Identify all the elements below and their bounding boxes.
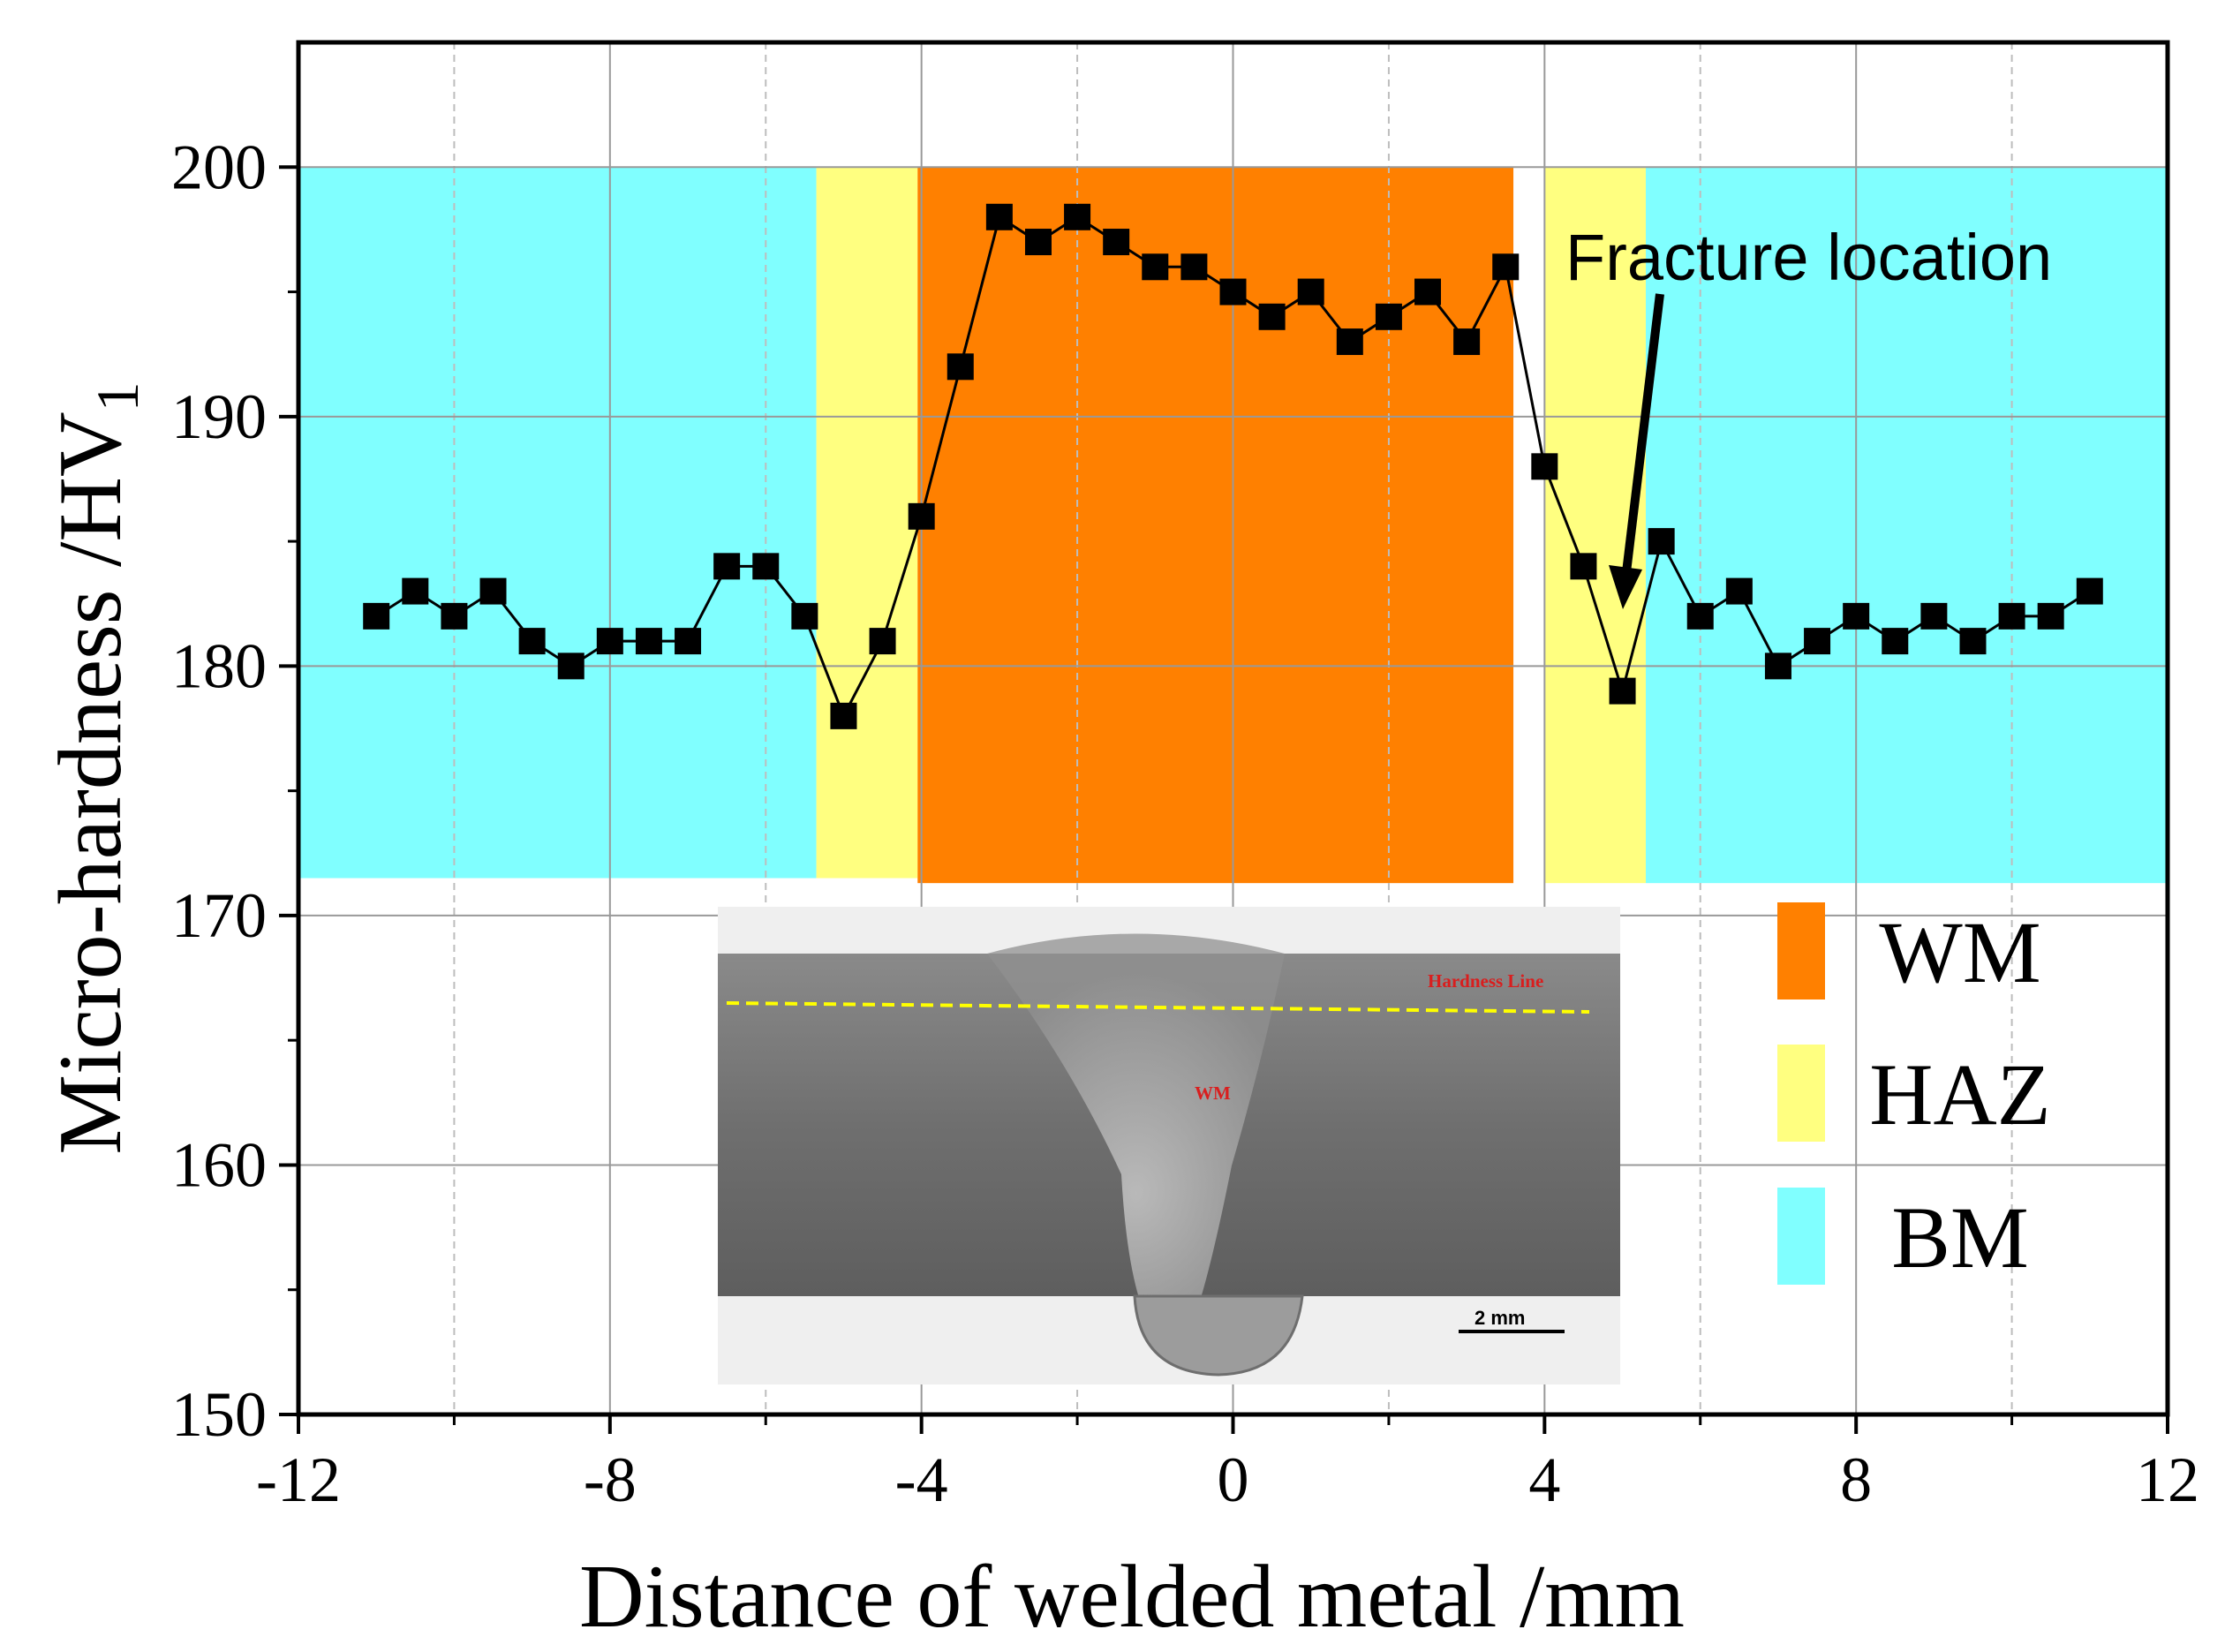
data-point xyxy=(402,577,429,605)
y-axis-title-main: Micro-hardness /HV xyxy=(41,411,140,1154)
data-point xyxy=(635,628,662,655)
data-point xyxy=(2037,602,2064,630)
data-point xyxy=(713,553,741,580)
data-point xyxy=(518,628,546,655)
y-tick-label: 190 xyxy=(171,381,267,452)
data-point xyxy=(1142,253,1169,281)
wm-inset-label: WM xyxy=(1195,1082,1231,1104)
weld-micrograph-inset: Hardness Line WM 2 mm xyxy=(718,907,1620,1384)
weld-root xyxy=(1133,1294,1304,1377)
data-point xyxy=(1959,628,1987,655)
data-point xyxy=(1764,653,1791,680)
data-point xyxy=(1297,278,1324,306)
region-bm-0 xyxy=(298,167,817,879)
region-wm-2 xyxy=(917,167,1514,884)
data-point xyxy=(596,628,623,655)
legend-swatch-wm xyxy=(1777,902,1825,999)
data-point xyxy=(985,203,1013,230)
y-tick-label: 170 xyxy=(171,880,267,951)
data-point xyxy=(1219,278,1247,306)
x-tick-label: -8 xyxy=(584,1445,637,1515)
x-tick-label: 4 xyxy=(1528,1445,1560,1515)
y-tick-label: 180 xyxy=(171,630,267,701)
axis-ticks: -12 -8 -4 0 4 8 12 150 160 170 180 190 200 xyxy=(171,132,2199,1515)
x-axis-title: Distance of welded metal /mm xyxy=(579,1547,1685,1647)
x-tick-label: 8 xyxy=(1840,1445,1872,1515)
data-point xyxy=(1531,453,1558,480)
data-point xyxy=(1725,577,1753,605)
legend-label-haz: HAZ xyxy=(1869,1045,2051,1143)
fracture-arrow xyxy=(1622,293,1664,573)
x-tick-label: 0 xyxy=(1218,1445,1249,1515)
fracture-location-label: Fracture location xyxy=(1565,221,2052,294)
zone-regions xyxy=(298,167,2168,884)
data-point xyxy=(675,628,702,655)
data-point xyxy=(1336,328,1363,356)
data-point xyxy=(1024,229,1052,256)
data-point xyxy=(908,502,935,530)
data-point xyxy=(1882,628,1909,655)
hardness-line xyxy=(726,1001,1590,1014)
legend-label-bm: BM xyxy=(1891,1188,2029,1286)
data-point xyxy=(1609,677,1636,705)
data-point xyxy=(1570,553,1597,580)
y-tick-label: 200 xyxy=(171,132,267,202)
y-tick-label: 150 xyxy=(171,1379,267,1450)
data-point xyxy=(1103,229,1130,256)
data-point xyxy=(557,653,585,680)
data-point xyxy=(2076,577,2103,605)
fracture-arrowhead xyxy=(1609,565,1642,609)
data-point xyxy=(1414,278,1442,306)
data-point xyxy=(752,553,780,580)
legend: WM HAZ BM xyxy=(1777,902,2051,1286)
x-tick-label: 12 xyxy=(2136,1445,2199,1515)
data-point xyxy=(830,702,857,729)
data-point xyxy=(1180,253,1208,281)
data-point xyxy=(791,602,818,630)
legend-swatch-bm xyxy=(1777,1188,1825,1285)
data-point xyxy=(1453,328,1481,356)
x-tick-label: -4 xyxy=(895,1445,948,1515)
data-point xyxy=(1843,602,1870,630)
data-point xyxy=(869,628,896,655)
hardness-line-label: Hardness Line xyxy=(1428,970,1543,992)
x-tick-label: -12 xyxy=(256,1445,341,1515)
data-point xyxy=(1375,303,1402,330)
data-point xyxy=(1648,528,1675,555)
region-haz-1 xyxy=(816,167,918,879)
data-point xyxy=(1920,602,1948,630)
y-axis-title: Micro-hardness /HV1 xyxy=(41,381,151,1154)
fracture-annotation: Fracture location xyxy=(1565,221,2052,609)
y-tick-label: 160 xyxy=(171,1129,267,1200)
data-point xyxy=(1258,303,1286,330)
scale-bar-label: 2 mm xyxy=(1475,1307,1525,1329)
data-point xyxy=(1686,602,1714,630)
data-series xyxy=(363,203,2103,729)
data-point xyxy=(947,353,974,381)
legend-label-wm: WM xyxy=(1879,903,2040,1001)
y-axis-title-subscript: 1 xyxy=(84,381,151,411)
data-point xyxy=(479,577,507,605)
data-point xyxy=(1064,203,1091,230)
data-point xyxy=(1804,628,1831,655)
data-point xyxy=(1998,602,2025,630)
data-point xyxy=(441,602,468,630)
region-bm-4 xyxy=(1646,167,2168,884)
legend-swatch-haz xyxy=(1777,1045,1825,1142)
data-point xyxy=(1492,253,1520,281)
weld-bead xyxy=(987,933,1285,1305)
data-point xyxy=(363,602,390,630)
